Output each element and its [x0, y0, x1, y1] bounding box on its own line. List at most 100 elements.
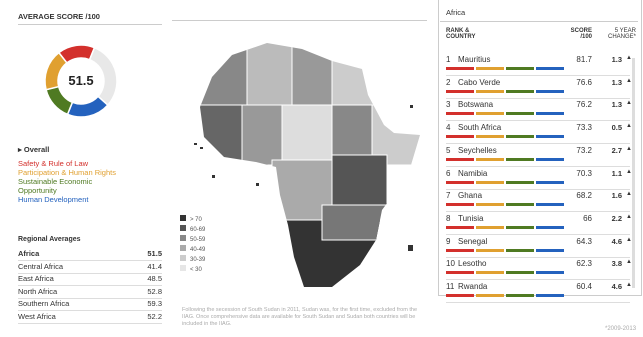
- score: 66: [583, 213, 592, 223]
- rank: 2: [446, 77, 451, 87]
- category-bar: [506, 67, 534, 70]
- change: 1.6: [611, 191, 622, 201]
- ranking-row[interactable]: 8 Tunisia 66 2.2 ▲: [446, 213, 636, 235]
- category-bar: [506, 157, 534, 161]
- score: 76.6: [576, 77, 592, 87]
- row-divider: [446, 256, 630, 258]
- category-bar: [446, 112, 474, 116]
- category-bar: [446, 89, 474, 93]
- category-bar: [536, 67, 564, 70]
- header-score: SCORE /100: [570, 28, 592, 40]
- region-select[interactable]: Africa: [446, 8, 466, 17]
- overall-link[interactable]: ▸ Overall: [18, 145, 50, 154]
- donut: 51.5: [44, 44, 118, 118]
- map: > 70 60-69 50-59 40-49 30-39 < 30: [180, 43, 420, 287]
- rank: 6: [446, 168, 451, 178]
- country: Tunisia: [458, 213, 484, 223]
- category-bar: [506, 203, 534, 207]
- change-arrow: ▲: [626, 213, 632, 220]
- ranking-row[interactable]: 3 Botswana 76.2 1.3 ▲: [446, 100, 636, 122]
- score: 73.2: [576, 145, 592, 155]
- regional-row: East Africa 48.5: [18, 273, 162, 286]
- category-bar: [446, 157, 474, 161]
- donut-segment: [45, 85, 74, 116]
- legend-swatch: [180, 265, 186, 271]
- change: 0.5: [611, 123, 622, 133]
- category-bar: [446, 67, 474, 70]
- change: 1.1: [611, 168, 622, 178]
- category-bar: [536, 157, 564, 161]
- ranking-row[interactable]: 9 Senegal 64.3 4.6 ▲: [446, 236, 636, 258]
- ranking-row[interactable]: 10 Lesotho 62.3 3.8 ▲: [446, 259, 636, 281]
- category-bar: [476, 294, 504, 297]
- legend-label: < 30: [190, 267, 203, 273]
- region-name: North Africa: [18, 286, 58, 296]
- region-score: 48.5: [147, 274, 162, 283]
- change-arrow: ▲: [626, 100, 632, 107]
- rank: 10: [446, 259, 455, 269]
- row-divider: [446, 143, 630, 145]
- ranking-row[interactable]: 2 Cabo Verde 76.6 1.3 ▲: [446, 77, 636, 99]
- donut-segment: [88, 46, 118, 107]
- change-arrow: ▲: [626, 77, 632, 84]
- ranking-row[interactable]: 7 Ghana 68.2 1.6 ▲: [446, 191, 636, 213]
- change: 4.6: [611, 282, 622, 291]
- row-divider: [446, 188, 630, 190]
- ranking-row[interactable]: 1 Mauritius 81.7 1.3 ▲: [446, 55, 636, 76]
- row-divider: [446, 165, 630, 167]
- change: 1.3: [611, 77, 622, 87]
- country: South Africa: [458, 123, 502, 133]
- region-score: 52.2: [147, 311, 162, 321]
- category-bar: [506, 135, 534, 139]
- rank: 8: [446, 213, 451, 223]
- row-divider: [446, 302, 630, 303]
- row-divider: [446, 97, 630, 99]
- country: Ghana: [458, 191, 483, 201]
- country: Namibia: [458, 168, 488, 178]
- ranking-row[interactable]: 11 Rwanda 60.4 4.6 ▲: [446, 282, 636, 303]
- map-note: Following the secession of South Sudan i…: [182, 307, 418, 327]
- category-bar: [506, 225, 534, 229]
- change: 2.2: [611, 213, 622, 223]
- category-bar: [476, 180, 504, 184]
- legend-swatch: [180, 215, 186, 221]
- score: 60.4: [576, 282, 592, 291]
- category-bar: [476, 203, 504, 207]
- row-divider: [446, 211, 630, 213]
- category-bar: [476, 89, 504, 93]
- scrollbar[interactable]: [632, 58, 635, 288]
- category-bar: [506, 294, 534, 297]
- ranking-row[interactable]: 6 Namibia 70.3 1.1 ▲: [446, 168, 636, 190]
- ranking-row[interactable]: 4 South Africa 73.3 0.5 ▲: [446, 123, 636, 145]
- panel-title: AVERAGE SCORE /100: [18, 12, 100, 21]
- region-score: 51.5: [147, 249, 162, 258]
- ranking-row[interactable]: 5 Seychelles 73.2 2.7 ▲: [446, 145, 636, 167]
- overall-label: Overall: [23, 145, 50, 154]
- category-bar: [506, 112, 534, 116]
- change: 3.8: [611, 259, 622, 269]
- score: 81.7: [576, 55, 592, 64]
- category-bar: [536, 271, 564, 275]
- change-arrow: ▲: [626, 236, 632, 243]
- category-link: Human Development: [18, 195, 89, 204]
- category-bar: [536, 225, 564, 229]
- divider: [440, 21, 638, 22]
- region-score: 59.3: [147, 299, 162, 308]
- divider: [172, 20, 427, 21]
- country: Rwanda: [458, 282, 488, 291]
- legend-label: 40-49: [190, 247, 206, 253]
- rank: 1: [446, 55, 451, 64]
- category-bar: [536, 89, 564, 93]
- category-bar: [446, 294, 474, 297]
- change-arrow: ▲: [626, 191, 632, 198]
- donut-segment: [44, 51, 68, 91]
- rank: 3: [446, 100, 451, 110]
- category-bar: [536, 294, 564, 297]
- category-bar: [506, 271, 534, 275]
- category-link: Safety & Rule of Law: [18, 159, 89, 168]
- header-rank: RANK & COUNTRY: [446, 28, 476, 40]
- category-bar: [476, 271, 504, 275]
- row-divider: [446, 233, 630, 235]
- category-bar: [446, 271, 474, 275]
